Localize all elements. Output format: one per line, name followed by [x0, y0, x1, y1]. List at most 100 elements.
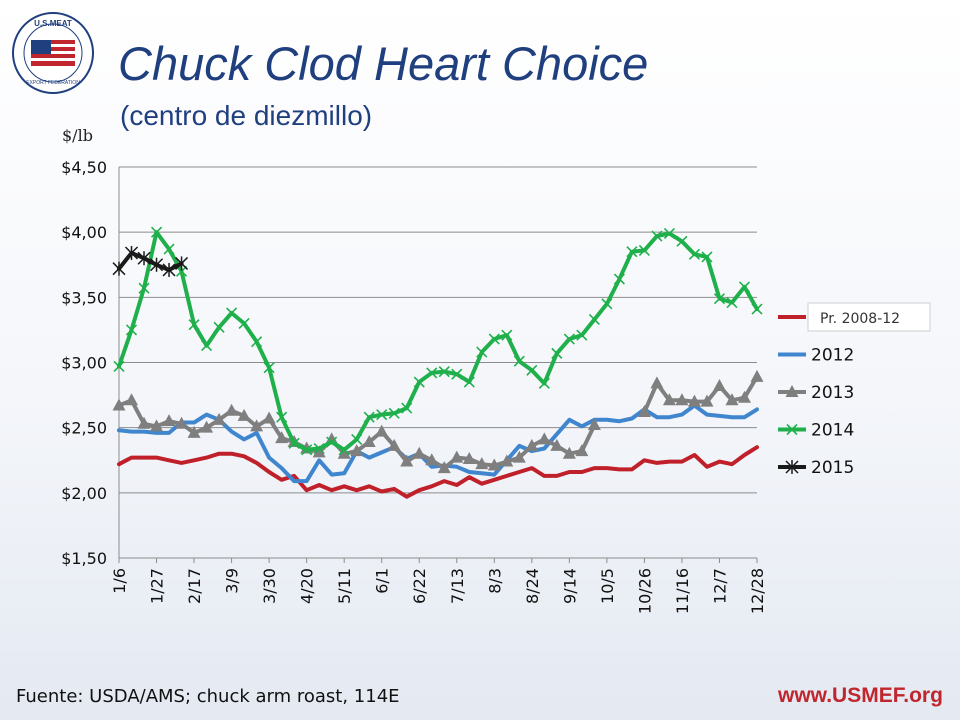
legend-item: 2014	[778, 421, 854, 441]
data-point	[650, 376, 664, 389]
series-line	[117, 445, 759, 499]
data-point	[250, 419, 264, 432]
data-point	[112, 398, 126, 411]
series-line	[117, 403, 759, 484]
data-point	[501, 329, 513, 341]
data-point	[326, 436, 338, 448]
series-pr-2008-12	[117, 445, 759, 499]
source-note: Fuente: USDA/AMS; chuck arm roast, 114E	[16, 686, 400, 707]
data-point	[688, 248, 701, 260]
data-point	[125, 324, 138, 336]
grid-layer	[119, 166, 757, 559]
data-point	[162, 262, 176, 277]
data-point	[162, 414, 176, 427]
data-point	[338, 444, 350, 456]
data-point	[437, 461, 451, 474]
data-point	[651, 230, 663, 242]
data-point	[426, 367, 438, 379]
data-point	[425, 453, 439, 466]
data-point	[400, 454, 414, 467]
series-2015	[112, 246, 189, 277]
x-tick-label: 10/26	[635, 568, 654, 614]
data-point	[350, 444, 364, 457]
data-point	[512, 450, 526, 463]
data-point	[713, 293, 726, 305]
data-point	[137, 416, 151, 429]
data-point	[500, 454, 514, 467]
data-point	[413, 376, 425, 388]
x-tick-label: 6/1	[373, 568, 392, 594]
y-tick-label: $2,50	[61, 419, 107, 438]
data-point	[738, 281, 751, 293]
x-tick-label: 4/20	[298, 568, 317, 604]
data-point	[785, 460, 799, 474]
page-subtitle: (centro de diezmillo)	[120, 100, 373, 131]
data-point	[587, 418, 601, 431]
svg-text:EXPORT FEDERATION: EXPORT FEDERATION	[26, 80, 80, 86]
data-point	[487, 458, 501, 471]
data-point	[362, 435, 376, 448]
data-point	[687, 394, 701, 407]
data-point	[538, 377, 550, 389]
data-point	[725, 393, 739, 406]
x-tick-label: 8/24	[523, 568, 542, 604]
legend-label: 2013	[811, 383, 854, 403]
data-point	[124, 246, 139, 261]
series-line	[642, 374, 759, 414]
legend-item: 2012	[778, 346, 854, 366]
data-point	[187, 425, 201, 438]
data-point	[476, 346, 488, 358]
data-point	[475, 457, 489, 470]
data-point	[750, 369, 764, 382]
data-point	[337, 446, 351, 459]
data-point	[112, 261, 126, 276]
data-point	[726, 296, 738, 309]
data-point	[201, 339, 213, 352]
data-point	[138, 282, 150, 294]
data-point	[588, 313, 600, 326]
data-point	[150, 419, 164, 432]
data-point	[525, 438, 539, 451]
data-point	[737, 390, 751, 403]
data-point	[262, 411, 276, 424]
data-point	[212, 412, 226, 425]
data-point	[638, 244, 650, 256]
data-point	[200, 420, 214, 433]
data-point	[751, 303, 763, 315]
website-link[interactable]: www.USMEF.org	[778, 684, 943, 707]
data-point	[149, 257, 164, 272]
data-point	[388, 407, 400, 419]
x-tick-label: 12/7	[710, 568, 729, 604]
data-point	[675, 393, 689, 406]
legend-item: 2013	[778, 383, 854, 403]
x-tick-label: 3/30	[260, 568, 279, 604]
legend-label: 2014	[811, 421, 854, 441]
data-point	[113, 360, 125, 372]
data-point	[375, 424, 389, 437]
x-tick-label: 1/27	[148, 568, 167, 604]
data-point	[462, 451, 476, 464]
y-axis-unit-label: $/lb	[62, 126, 93, 145]
data-point	[601, 298, 613, 310]
data-point	[613, 273, 625, 285]
y-tick-label: $2,00	[61, 484, 107, 503]
data-point	[451, 368, 463, 380]
data-point	[263, 362, 275, 374]
svg-text:U.S.MEAT: U.S.MEAT	[34, 19, 72, 28]
data-point	[163, 243, 175, 255]
data-point	[150, 226, 163, 238]
y-tick-label: $4,00	[61, 223, 107, 242]
series-2012	[117, 403, 759, 484]
data-point	[637, 405, 651, 418]
data-point	[237, 408, 251, 421]
data-point	[313, 442, 325, 455]
legend-label: Pr. 2008-12	[820, 311, 900, 327]
series-layer	[112, 226, 764, 499]
data-point	[575, 444, 589, 457]
data-point	[786, 423, 798, 436]
data-point	[562, 446, 576, 459]
data-point	[537, 432, 551, 445]
data-point	[225, 403, 239, 416]
x-tick-label: 6/22	[410, 568, 429, 604]
legend-label: 2015	[811, 458, 854, 478]
